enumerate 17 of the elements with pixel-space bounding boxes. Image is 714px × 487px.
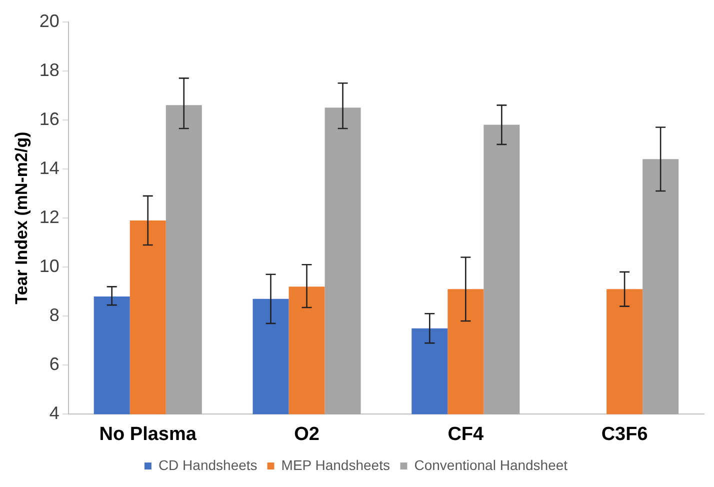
y-tick-label: 16: [39, 108, 60, 129]
x-tick-label: No Plasma: [99, 424, 197, 445]
y-tick-label: 12: [39, 206, 60, 227]
legend-label: CD Handsheets: [158, 456, 258, 473]
legend-label: Conventional Handsheet: [414, 456, 568, 473]
x-tick-label: C3F6: [601, 424, 648, 445]
x-tick-label: CF4: [448, 424, 484, 445]
y-tick-label: 10: [39, 256, 60, 276]
y-tick-label: 8: [49, 305, 60, 326]
x-tick-label: O2: [294, 424, 320, 445]
y-tick-label: 6: [49, 354, 60, 374]
y-tick-label: 20: [39, 10, 60, 31]
y-axis-title: Tear Index (mN-m2/g): [12, 132, 31, 304]
y-tick-label: 18: [39, 60, 60, 80]
legend-label: MEP Handsheets: [281, 456, 390, 473]
y-tick-label: 4: [49, 403, 60, 424]
y-tick-label: 14: [39, 158, 60, 178]
